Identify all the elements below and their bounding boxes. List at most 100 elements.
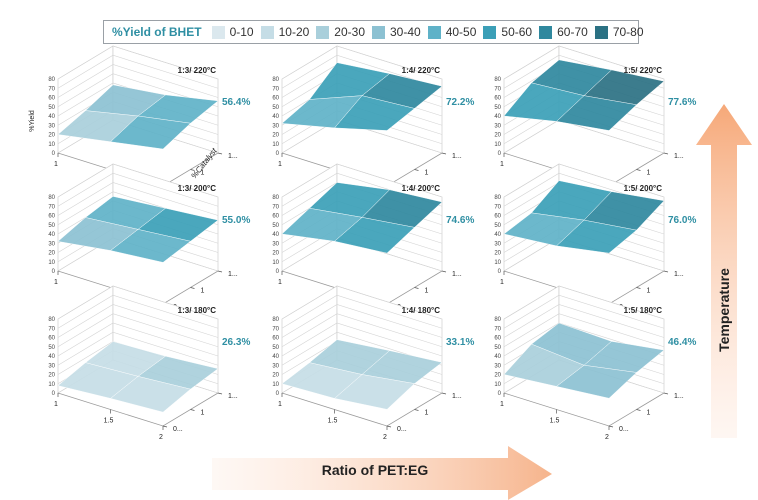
z-tick-label: 70: [272, 204, 279, 210]
x-tick-label: 1: [54, 279, 58, 286]
z-tick-label: 30: [494, 363, 501, 369]
panel-title: 1:3/ 220°C: [178, 66, 217, 75]
z-tick-label: 70: [272, 326, 279, 332]
z-tick-label: 40: [494, 114, 501, 120]
z-axis-label: %Yield: [29, 110, 36, 132]
x-tick-label: 2: [159, 434, 163, 441]
panel-max-yield: 46.4%: [668, 337, 696, 348]
z-gridline: [57, 331, 219, 366]
z-tick-label: 60: [272, 96, 279, 102]
z-tick-label: 80: [272, 195, 279, 201]
y-tick-label: 1: [647, 410, 651, 417]
x-tick-label: 1.5: [104, 418, 114, 425]
surface-patch: [503, 212, 585, 247]
y-tick-label: 1: [425, 288, 429, 295]
z-tick-label: 10: [272, 142, 279, 148]
y-tick: [190, 287, 195, 289]
z-tick-label: 70: [48, 326, 55, 332]
z-gridline: [503, 45, 665, 80]
legend-swatch: [316, 25, 330, 39]
legend-label: 10-20: [278, 25, 310, 39]
z-tick-label: 50: [272, 345, 279, 351]
z-tick-label: 40: [494, 354, 501, 360]
z-gridline: [281, 285, 443, 320]
panel-title: 1:5/ 220°C: [624, 66, 663, 75]
z-tick-label: 0: [498, 151, 502, 157]
x-tick-label: 1.5: [328, 418, 338, 425]
z-tick-label: 0: [52, 269, 56, 275]
z-tick-label: 20: [48, 251, 55, 257]
y-tick-label: 1: [647, 288, 651, 295]
z-gridline: [281, 304, 443, 338]
x-tick-label: 1: [500, 279, 504, 286]
temperature-arrow: [696, 104, 752, 438]
z-tick-label: 60: [272, 336, 279, 342]
z-tick-label: 30: [48, 241, 55, 247]
z-tick-label: 40: [48, 232, 55, 238]
y-tick-label: 0...: [173, 426, 183, 433]
z-tick-label: 50: [494, 345, 501, 351]
z-tick-label: 40: [272, 354, 279, 360]
legend-item: 50-60: [483, 25, 532, 39]
y-tick: [441, 270, 447, 273]
z-gridline: [57, 313, 219, 348]
z-tick-label: 10: [494, 142, 501, 148]
z-tick-label: 70: [48, 204, 55, 210]
legend-item: 40-50: [427, 25, 477, 39]
x-tick-label: 1: [54, 401, 58, 408]
z-tick-label: 20: [272, 251, 279, 257]
panel-title: 1:3/ 180°C: [178, 306, 217, 315]
legend-item: 30-40: [372, 25, 421, 39]
z-tick-label: 20: [272, 133, 279, 139]
z-gridline: [57, 285, 219, 320]
z-tick-label: 50: [272, 223, 279, 229]
legend-swatch: [372, 25, 385, 39]
legend-item: 10-20: [260, 25, 310, 39]
panel-max-yield: 56.4%: [222, 97, 250, 108]
z-tick-label: 0: [276, 391, 280, 397]
legend-item: 70-80: [594, 25, 644, 39]
legend-swatch: [539, 25, 553, 39]
y-tick: [217, 270, 223, 273]
z-tick-label: 20: [48, 373, 55, 379]
y-tick: [386, 425, 392, 428]
z-tick-label: 80: [272, 77, 279, 83]
z-tick-label: 0: [276, 151, 280, 157]
temperature-arrow-label: Temperature: [716, 268, 732, 352]
surface-patch: [281, 362, 363, 399]
z-tick-label: 20: [48, 133, 55, 139]
y-tick: [414, 409, 419, 411]
z-tick-label: 40: [48, 354, 55, 360]
z-tick-label: 80: [494, 195, 501, 201]
ratio-arrow: [212, 446, 552, 500]
z-gridline: [57, 182, 219, 216]
z-tick-label: 0: [498, 391, 502, 397]
z-tick-label: 40: [48, 114, 55, 120]
legend-label: 20-30: [334, 25, 365, 39]
z-tick-label: 50: [48, 345, 55, 351]
z-gridline: [281, 331, 443, 366]
y-tick: [663, 152, 669, 155]
z-tick-label: 50: [48, 223, 55, 229]
legend-label: 40-50: [445, 25, 477, 39]
y-tick-label: 1...: [452, 153, 462, 160]
surface-patch: [57, 362, 139, 399]
y-tick: [608, 425, 614, 428]
y-tick-label: 1...: [674, 153, 684, 160]
legend-item: 60-70: [539, 25, 588, 39]
z-tick-label: 40: [272, 232, 279, 238]
z-tick-label: 60: [494, 336, 501, 342]
legend-title: %Yield of BHET: [112, 25, 202, 39]
legend-swatch: [427, 25, 441, 39]
y-tick-label: 0...: [619, 426, 629, 433]
y-tick-label: 1...: [228, 153, 238, 160]
panel-max-yield: 77.6%: [668, 97, 696, 108]
z-tick-label: 70: [48, 86, 55, 92]
x-tick-label: 1.5: [550, 418, 560, 425]
z-tick-label: 10: [48, 260, 55, 266]
z-tick-label: 10: [494, 382, 501, 388]
z-tick-label: 0: [498, 269, 502, 275]
